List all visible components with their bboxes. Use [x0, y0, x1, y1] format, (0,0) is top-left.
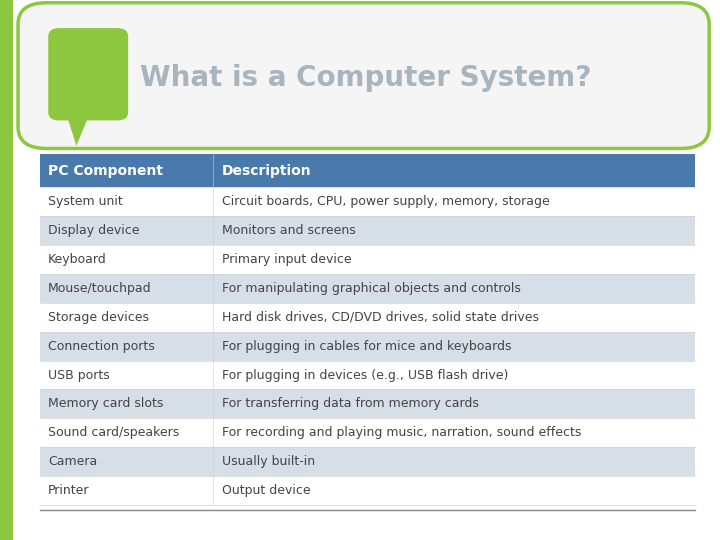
- Text: System unit: System unit: [48, 195, 123, 208]
- Text: Display device: Display device: [48, 224, 140, 237]
- Text: Output device: Output device: [222, 484, 310, 497]
- Text: Description: Description: [222, 164, 312, 178]
- Text: Sound card/speakers: Sound card/speakers: [48, 426, 179, 439]
- Bar: [40, 389, 695, 418]
- Polygon shape: [67, 116, 89, 146]
- Bar: [0, 0, 13, 540]
- Text: Hard disk drives, CD/DVD drives, solid state drives: Hard disk drives, CD/DVD drives, solid s…: [222, 311, 539, 324]
- Bar: [40, 303, 695, 332]
- Bar: [40, 187, 695, 216]
- Text: PC Component: PC Component: [48, 164, 163, 178]
- Bar: [40, 274, 695, 303]
- Text: Mouse/touchpad: Mouse/touchpad: [48, 282, 152, 295]
- Text: For recording and playing music, narration, sound effects: For recording and playing music, narrati…: [222, 426, 581, 439]
- Text: Storage devices: Storage devices: [48, 311, 149, 324]
- Text: What is a Computer System?: What is a Computer System?: [140, 64, 592, 92]
- Text: Usually built-in: Usually built-in: [222, 455, 315, 468]
- Text: USB ports: USB ports: [48, 368, 110, 381]
- Bar: [40, 476, 695, 505]
- FancyBboxPatch shape: [48, 28, 128, 120]
- Text: For manipulating graphical objects and controls: For manipulating graphical objects and c…: [222, 282, 521, 295]
- Text: For plugging in cables for mice and keyboards: For plugging in cables for mice and keyb…: [222, 340, 511, 353]
- Text: For plugging in devices (e.g., USB flash drive): For plugging in devices (e.g., USB flash…: [222, 368, 508, 381]
- Text: Memory card slots: Memory card slots: [48, 397, 163, 410]
- FancyBboxPatch shape: [18, 3, 709, 148]
- Text: For transferring data from memory cards: For transferring data from memory cards: [222, 397, 479, 410]
- Text: Primary input device: Primary input device: [222, 253, 351, 266]
- Text: Camera: Camera: [48, 455, 97, 468]
- Bar: [40, 154, 695, 187]
- Bar: [40, 361, 695, 389]
- Text: Monitors and screens: Monitors and screens: [222, 224, 356, 237]
- Bar: [40, 216, 695, 245]
- Bar: [40, 418, 695, 447]
- Text: Circuit boards, CPU, power supply, memory, storage: Circuit boards, CPU, power supply, memor…: [222, 195, 549, 208]
- Text: Printer: Printer: [48, 484, 90, 497]
- Bar: [40, 447, 695, 476]
- Text: Keyboard: Keyboard: [48, 253, 107, 266]
- Text: Connection ports: Connection ports: [48, 340, 155, 353]
- Bar: [40, 332, 695, 361]
- Bar: [40, 245, 695, 274]
